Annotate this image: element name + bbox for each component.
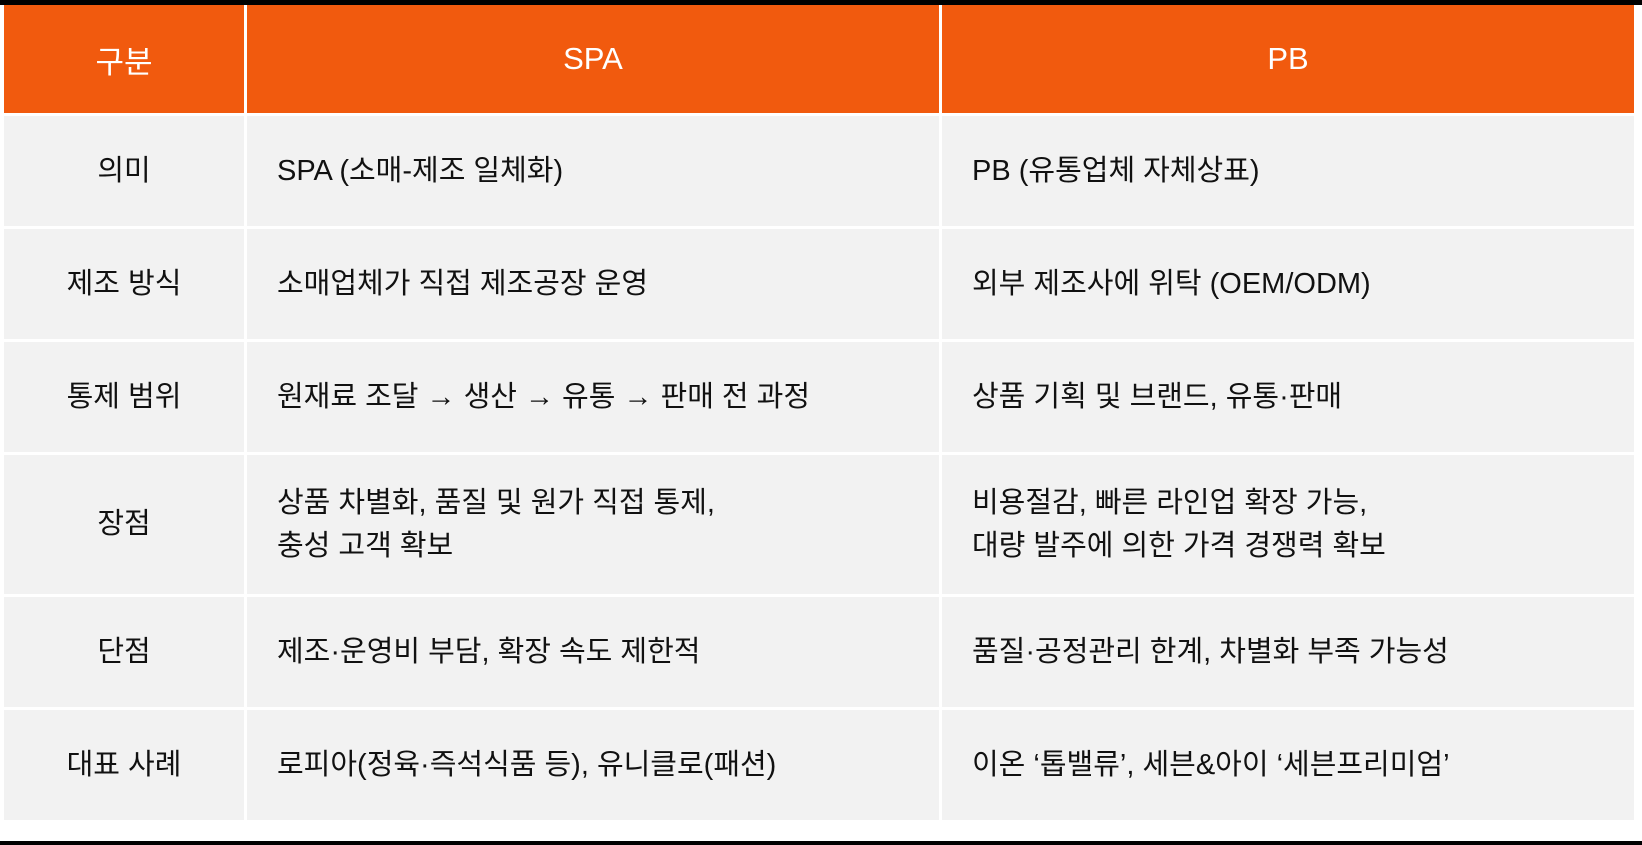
pb-cell: 이온 ‘톱밸류’, 세븐&아이 ‘세븐프리미엄’ (942, 710, 1634, 820)
row-label: 대표 사례 (4, 710, 244, 820)
pb-cell-line: 상품 기획 및 브랜드, 유통·판매 (972, 380, 1343, 413)
pb-cell: 상품 기획 및 브랜드, 유통·판매 (942, 342, 1634, 452)
top-border (0, 0, 1642, 5)
pb-cell: 외부 제조사에 위탁 (OEM/ODM) (942, 229, 1634, 339)
spa-cell: 상품 차별화, 품질 및 원가 직접 통제, 충성 고객 확보 (247, 455, 939, 594)
table-row: 의미 SPA (소매-제조 일체화) PB (유통업체 자체상표) (4, 116, 1634, 226)
spa-cell-line: 충성 고객 확보 (277, 529, 454, 562)
pb-cell-line: PB (유통업체 자체상표) (972, 154, 1260, 187)
table-row: 제조 방식 소매업체가 직접 제조공장 운영 외부 제조사에 위탁 (OEM/ODM… (4, 229, 1634, 339)
table-row: 단점 제조·운영비 부담, 확장 속도 제한적 품질·공정관리 한계, 차별화 부족… (4, 597, 1634, 707)
pb-cell-line: 대량 발주에 의한 가격 경쟁력 확보 (972, 529, 1386, 562)
spa-cell: 소매업체가 직접 제조공장 운영 (247, 229, 939, 339)
spa-cell-line: 소매업체가 직접 제조공장 운영 (277, 267, 649, 300)
spa-cell-line: SPA (소매-제조 일체화) (277, 154, 564, 187)
table-row: 대표 사례 로피아(정육·즉석식품 등), 유니클로(패션) 이온 ‘톱밸류’, 세… (4, 710, 1634, 820)
spa-pb-comparison-table: 구분 SPA PB 의미 SPA (소매-제조 일체화) PB (유통업체 자체상표… (1, 2, 1637, 823)
pb-cell: 비용절감, 빠른 라인업 확장 가능, 대량 발주에 의한 가격 경쟁력 확보 (942, 455, 1634, 594)
row-label: 의미 (4, 116, 244, 226)
spa-cell: 로피아(정육·즉석식품 등), 유니클로(패션) (247, 710, 939, 820)
spa-cell-line: 원재료 조달 → 생산 → 유통 → 판매 전 과정 (277, 380, 811, 413)
row-label: 통제 범위 (4, 342, 244, 452)
header-row: 구분 SPA PB (4, 5, 1634, 113)
header-pb: PB (942, 5, 1634, 113)
spa-cell: SPA (소매-제조 일체화) (247, 116, 939, 226)
spa-cell: 제조·운영비 부담, 확장 속도 제한적 (247, 597, 939, 707)
table-row: 장점 상품 차별화, 품질 및 원가 직접 통제, 충성 고객 확보 비용절감, 빠른… (4, 455, 1634, 594)
pb-cell-line: 이온 ‘톱밸류’, 세븐&아이 ‘세븐프리미엄’ (972, 748, 1450, 781)
header-category: 구분 (4, 5, 244, 113)
row-label: 단점 (4, 597, 244, 707)
spa-cell-line: 로피아(정육·즉석식품 등), 유니클로(패션) (277, 748, 777, 781)
pb-cell-line: 품질·공정관리 한계, 차별화 부족 가능성 (972, 635, 1449, 668)
pb-cell-line: 비용절감, 빠른 라인업 확장 가능, (972, 486, 1368, 519)
spa-cell: 원재료 조달 → 생산 → 유통 → 판매 전 과정 (247, 342, 939, 452)
bottom-border (0, 841, 1642, 845)
table-row: 통제 범위 원재료 조달 → 생산 → 유통 → 판매 전 과정 상품 기획 및 브… (4, 342, 1634, 452)
pb-cell-line: 외부 제조사에 위탁 (OEM/ODM) (972, 267, 1371, 300)
spa-cell-line: 상품 차별화, 품질 및 원가 직접 통제, (277, 486, 715, 519)
pb-cell: PB (유통업체 자체상표) (942, 116, 1634, 226)
pb-cell: 품질·공정관리 한계, 차별화 부족 가능성 (942, 597, 1634, 707)
row-label: 제조 방식 (4, 229, 244, 339)
spa-cell-line: 제조·운영비 부담, 확장 속도 제한적 (277, 635, 701, 668)
row-label: 장점 (4, 455, 244, 594)
header-spa: SPA (247, 5, 939, 113)
